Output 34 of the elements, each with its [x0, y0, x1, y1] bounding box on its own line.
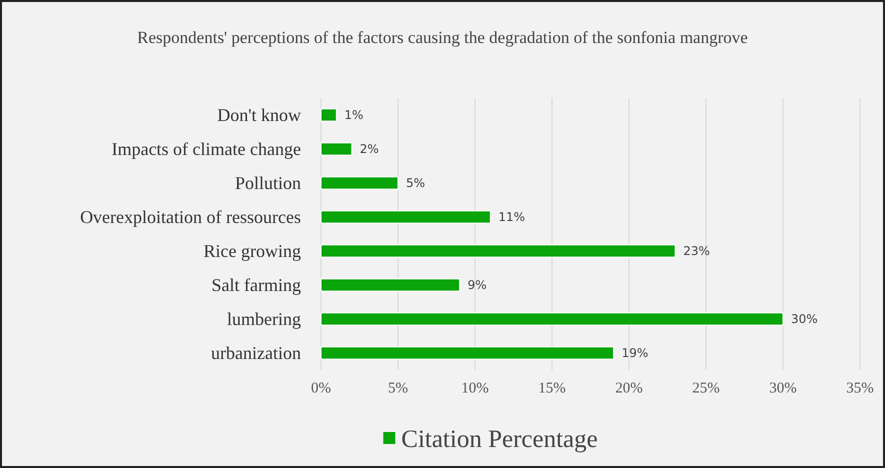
legend-label: Citation Percentage [401, 426, 598, 453]
data-label: 5% [406, 176, 426, 190]
bar [320, 278, 460, 292]
y-tick-label: Don't know [217, 104, 301, 125]
x-tick-label: 25% [692, 380, 720, 397]
y-tick-label: Overexploitation of ressources [80, 206, 301, 227]
data-label: 19% [622, 346, 648, 360]
data-label: 9% [468, 278, 487, 292]
bar [320, 210, 491, 224]
x-tick-label: 30% [769, 380, 797, 397]
data-label: 11% [498, 210, 526, 224]
data-label: 23% [683, 244, 710, 258]
y-tick-label: Pollution [234, 172, 301, 193]
data-label: 2% [360, 142, 379, 156]
bar [320, 346, 614, 360]
bar [320, 108, 337, 122]
bar [320, 312, 784, 326]
y-tick-label: Rice growing [204, 240, 301, 261]
x-tick-label: 0% [311, 380, 331, 397]
y-tick-label: Impacts of climate change [112, 138, 301, 159]
x-tick-label: 5% [388, 380, 408, 397]
x-tick-label: 35% [846, 380, 874, 397]
bar [320, 176, 398, 190]
data-label: 30% [791, 312, 818, 326]
x-tick-label: 20% [615, 380, 643, 397]
x-tick-label: 15% [538, 380, 566, 397]
bar [320, 142, 352, 156]
x-tick-label: 10% [461, 380, 489, 397]
y-tick-label: urbanization [211, 342, 301, 363]
y-tick-label: Salt farming [212, 274, 301, 295]
data-label: 1% [344, 108, 364, 122]
bar [320, 244, 676, 258]
y-tick-label: lumbering [227, 308, 301, 329]
chart-title: Respondents' perceptions of the factors causing the degradation of the sonfonia mangrove [137, 28, 748, 47]
